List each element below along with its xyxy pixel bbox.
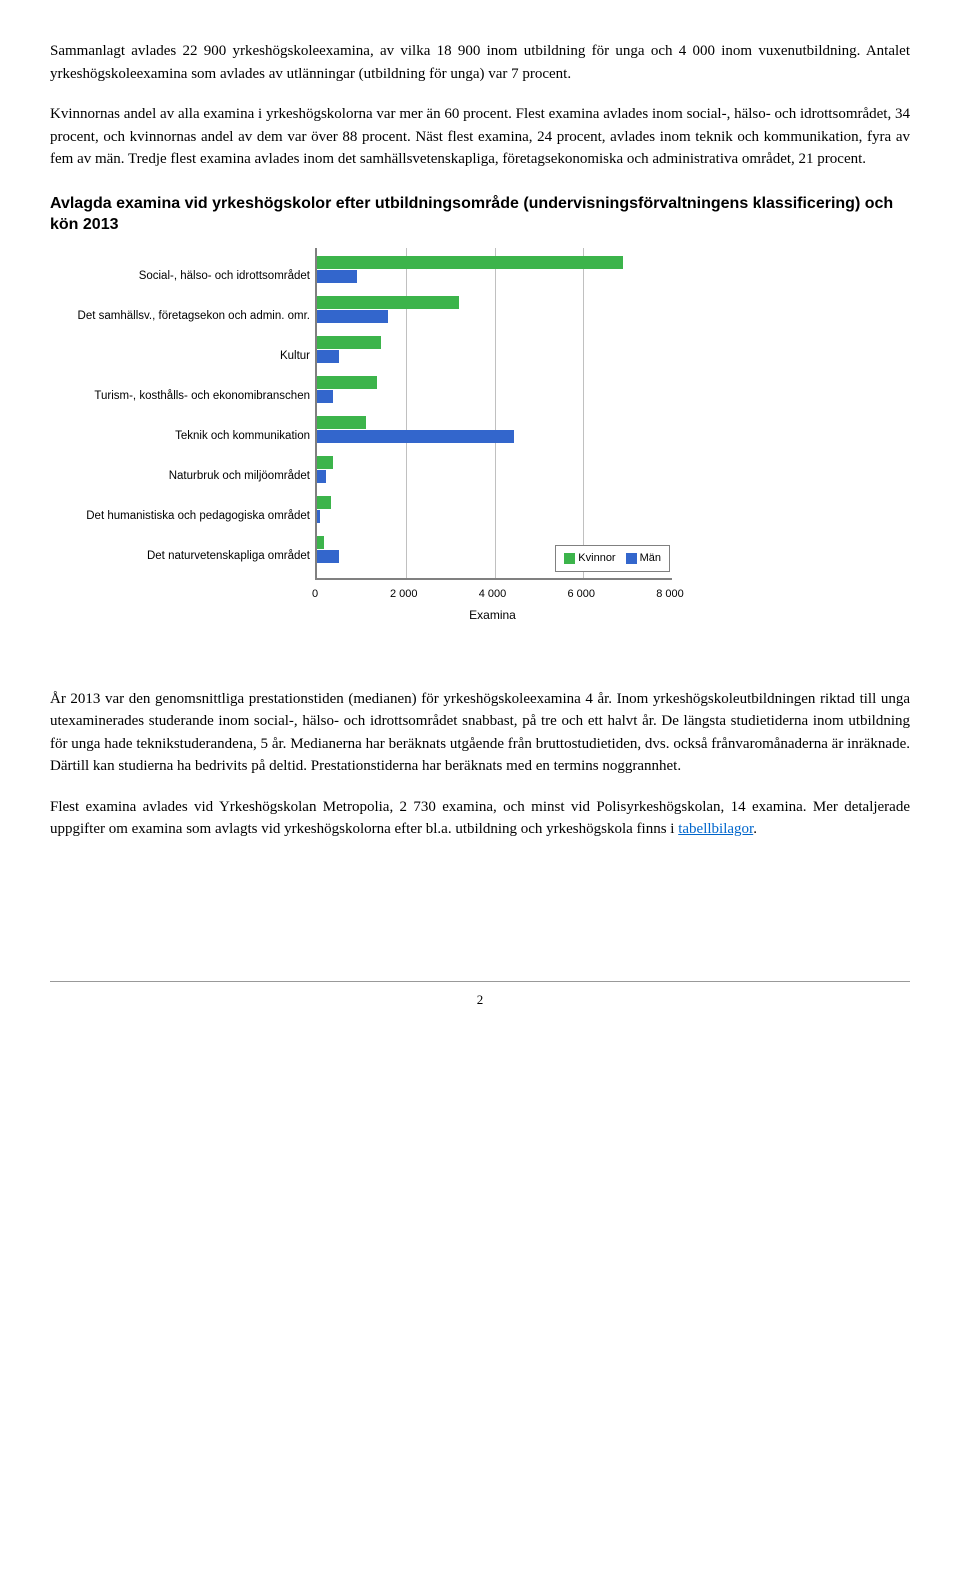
category-label: Turism-, kosthålls- och ekonomibranschen [50,388,310,405]
gridline [583,248,584,578]
bar-kvinnor [317,336,381,349]
legend-item: Kvinnor [564,550,615,567]
para4-text-pre: Flest examina avlades vid Yrkeshögskolan… [50,799,910,838]
intro-paragraph-1: Sammanlagt avlades 22 900 yrkeshögskolee… [50,40,910,85]
bar-man [317,390,333,403]
category-label: Social-, hälso- och idrottsområdet [50,268,310,285]
x-tick-label: 8 000 [645,586,695,603]
bar-kvinnor [317,536,324,549]
bar-chart: Social-, hälso- och idrottsområdet Det sa… [50,248,690,628]
bar-kvinnor [317,376,377,389]
legend-swatch [564,553,575,564]
body-paragraph-3: År 2013 var den genomsnittliga prestatio… [50,688,910,778]
tabellbilagor-link[interactable]: tabellbilagor [678,821,753,837]
category-label: Det naturvetenskapliga området [50,548,310,565]
bar-kvinnor [317,456,333,469]
category-label: Naturbruk och miljöområdet [50,468,310,485]
legend-label: Kvinnor [578,552,615,564]
bar-man [317,470,326,483]
bar-kvinnor [317,416,366,429]
category-label: Det humanistiska och pedagogiska området [50,508,310,525]
bar-man [317,510,320,523]
bar-kvinnor [317,496,331,509]
x-axis-title: Examina [315,606,670,624]
x-tick-label: 6 000 [556,586,606,603]
chart-heading: Avlagda examina vid yrkeshögskolor efter… [50,193,910,236]
gridline [495,248,496,578]
legend-swatch [626,553,637,564]
page-number: 2 [477,992,484,1007]
bar-man [317,350,339,363]
bar-kvinnor [317,296,459,309]
category-label: Teknik och kommunikation [50,428,310,445]
bar-kvinnor [317,256,623,269]
x-tick-label: 2 000 [379,586,429,603]
bar-man [317,430,514,443]
chart-legend: Kvinnor Män [555,545,670,572]
x-tick-label: 0 [290,586,340,603]
bar-man [317,270,357,283]
bar-man [317,550,339,563]
category-label: Kultur [50,348,310,365]
x-tick-label: 4 000 [468,586,518,603]
body-paragraph-4: Flest examina avlades vid Yrkeshögskolan… [50,796,910,841]
legend-item: Män [626,550,661,567]
page-footer: 2 [50,981,910,1010]
legend-label: Män [640,552,661,564]
bar-man [317,310,388,323]
para4-text-post: . [753,821,757,837]
category-label: Det samhällsv., företagsekon och admin. … [50,308,310,325]
intro-paragraph-2: Kvinnornas andel av alla examina i yrkes… [50,103,910,171]
